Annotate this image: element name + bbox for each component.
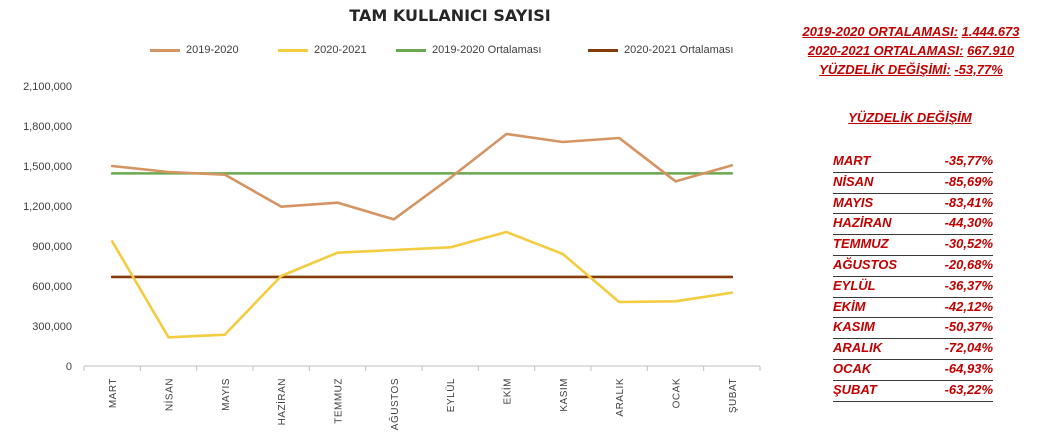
monthly-change-month: TEMMUZ (833, 236, 889, 252)
monthly-change-value: -63,22% (944, 381, 993, 397)
monthly-change-month: OCAK (833, 360, 872, 376)
x-tick-label: ARALIK (615, 378, 626, 417)
x-tick-label: MAYIS (221, 378, 232, 411)
x-tick-label: MART (108, 378, 119, 408)
x-tick-label: EYLÜL (445, 378, 457, 412)
monthly-change-row: ŞUBAT -63,22% (833, 381, 993, 402)
monthly-change-value: -35,77% (944, 153, 993, 168)
monthly-change-row: HAZİRAN -44,30% (833, 214, 993, 236)
legend-item-2020-2021: 2020-2021 (278, 44, 367, 56)
summary-box: 2019-2020 ORTALAMASI: 1.444.673 2020-202… (780, 22, 1042, 79)
monthly-change-value: -85,69% (944, 173, 993, 189)
monthly-change-month: MAYIS (833, 194, 874, 210)
x-tick-label: EKİM (501, 378, 514, 404)
monthly-change-row: AĞUSTOS -20,68% (833, 256, 993, 277)
monthly-change-row: EYLÜL -36,37% (833, 277, 993, 298)
monthly-change-month: EYLÜL (833, 277, 876, 293)
monthly-change-value: -83,41% (944, 194, 993, 210)
legend-label-2020-2021: 2020-2021 (314, 44, 367, 56)
legend-item-2019-2020: 2019-2020 (150, 44, 239, 56)
summary-line-2: 2020-2021 ORTALAMASI: 667.910 (807, 43, 1015, 58)
x-tick-label: TEMMUZ (334, 378, 345, 424)
monthly-change-list: MART -35,77% NİSAN -85,69% MAYIS -83,41% HAZİR… (833, 152, 993, 402)
monthly-change-title: YÜZDELİK DEĞİŞİM (848, 110, 972, 125)
x-tick-label: AĞUSTOS (388, 378, 401, 430)
monthly-change-row: NİSAN -85,69% (833, 173, 993, 194)
line-chart: 2,100,000 1,800,000 1,500,000 1,200,000 900,… (23, 81, 761, 430)
legend-swatch-2019-2020 (150, 48, 180, 52)
monthly-change-row: MART -35,77% (833, 152, 993, 173)
monthly-change-row: EKİM -42,12% (833, 298, 993, 319)
x-tick-label: KASIM (559, 378, 570, 412)
legend-swatch-2020-2021-average (588, 48, 618, 52)
monthly-change-value: -36,37% (944, 277, 993, 293)
series-line-2 (110, 230, 734, 339)
monthly-change-row: ARALIK -72,04% (833, 339, 993, 360)
summary-line-3: YÜZDELİK DEĞİŞİMİ: -53,77% (819, 62, 1003, 77)
monthly-change-month: AĞUSTOS (833, 256, 898, 272)
legend-item-2019-2020-average: 2019-2020 Ortalaması (396, 44, 541, 56)
monthly-change-month: ARALIK (833, 340, 883, 356)
chart-title: TAM KULLANICI SAYISI (349, 6, 551, 25)
y-tick-label: 900,000 (32, 241, 72, 253)
monthly-change-value: -50,37% (944, 319, 993, 335)
y-tick-label: 600,000 (32, 281, 72, 293)
legend-label-2020-2021-average: 2020-2021 Ortalaması (624, 44, 734, 56)
legend-label-2019-2020-average: 2019-2020 Ortalaması (432, 44, 542, 56)
monthly-change-value: -72,04% (944, 340, 993, 356)
legend-swatch-2019-2020-average (396, 48, 426, 52)
monthly-change-value: -64,93% (944, 360, 993, 376)
series-line-1 (110, 132, 734, 221)
legend-swatch-2020-2021 (278, 48, 308, 52)
monthly-change-month: MART (833, 153, 871, 168)
summary-line-1: 2019-2020 ORTALAMASI: 1.444.673 (802, 24, 1020, 39)
monthly-change-month: ŞUBAT (833, 381, 877, 397)
monthly-change-month: EKİM (833, 298, 866, 314)
legend-item-2020-2021-average: 2020-2021 Ortalaması (588, 44, 733, 56)
monthly-change-month: HAZİRAN (833, 215, 892, 231)
monthly-change-value: -42,12% (944, 298, 993, 314)
monthly-change-value: -44,30% (944, 215, 993, 231)
monthly-change-row: MAYIS -83,41% (833, 194, 993, 215)
legend-label-2019-2020: 2019-2020 (186, 44, 239, 56)
x-tick-label: OCAK (672, 378, 683, 408)
monthly-change-row: KASIM -50,37% (833, 318, 993, 340)
monthly-change-month: KASIM (833, 319, 875, 335)
y-tick-label: 1,500,000 (23, 161, 72, 173)
x-tick-label: HAZİRAN (275, 378, 288, 425)
y-tick-label: 1,200,000 (23, 201, 72, 213)
y-tick-label: 300,000 (32, 321, 72, 333)
monthly-change-row: OCAK -64,93% (833, 360, 993, 381)
monthly-change-value: -20,68% (944, 256, 993, 272)
y-tick-label: 2,100,000 (23, 81, 72, 93)
monthly-change-row: TEMMUZ -30,52% (833, 235, 993, 256)
monthly-change-month: NİSAN (833, 173, 874, 189)
y-tick-label: 1,800,000 (23, 121, 72, 133)
monthly-change-value: -30,52% (944, 236, 993, 252)
x-tick-label: ŞUBAT (728, 378, 739, 413)
x-tick-label: NİSAN (163, 378, 176, 411)
y-tick-label: 0 (66, 361, 72, 373)
